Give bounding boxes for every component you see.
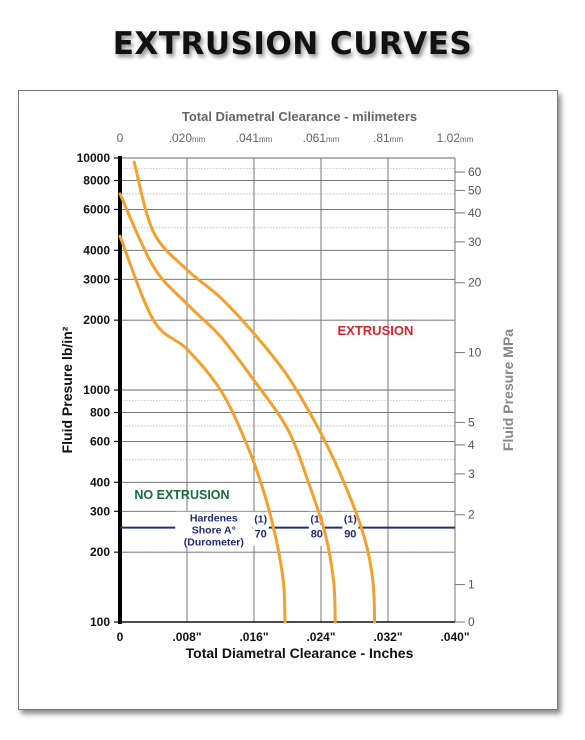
extrusion-curve-70 xyxy=(118,234,287,624)
y-left-tick-label: 1000 xyxy=(83,383,110,397)
durometer-label-bottom: 90 xyxy=(344,529,356,541)
x-bottom-tick-label: .008" xyxy=(172,630,201,644)
x-bottom-tick-label: .032" xyxy=(373,630,402,644)
y-right-tick-label: 60 xyxy=(468,165,482,179)
extrusion-curve-80 xyxy=(118,192,337,624)
y-right-tick-label: 20 xyxy=(468,276,482,290)
y-left-tick-label: 3000 xyxy=(83,272,110,286)
y-left-tick-label: 6000 xyxy=(83,202,110,216)
x-bottom-axis-title: Total Diametral Clearance - Inches xyxy=(186,645,414,661)
extrusion-curve-90 xyxy=(132,160,377,624)
x-bottom-tick-label: 0 xyxy=(117,630,124,644)
x-top-tick-label: 1.02mm xyxy=(437,131,474,145)
y-left-tick-label: 4000 xyxy=(83,243,110,257)
extrusion-region-label: EXTRUSION xyxy=(338,323,414,338)
hardness-label-line: Shore A° xyxy=(192,525,236,537)
x-top-axis-title: Total Diametral Clearance - milimeters xyxy=(182,109,417,124)
y-left-tick-label: 400 xyxy=(90,475,110,489)
hardness-label-line: Hardenes xyxy=(190,513,238,525)
y-right-axis-title: Fluid Presure MPa xyxy=(500,329,516,451)
y-left-tick-label: 100 xyxy=(90,615,110,629)
durometer-label-bg xyxy=(252,511,269,546)
y-right-tick-label: 2 xyxy=(468,508,475,522)
y-right-tick-label: 1 xyxy=(468,578,475,592)
chart-frame xyxy=(18,90,558,710)
y-left-axis-title: Fluid Presure lb/in² xyxy=(59,326,75,453)
durometer-label-top: (1) xyxy=(344,514,357,526)
hardness-label-line: (Durometer) xyxy=(184,537,244,549)
durometer-label-bottom: 80 xyxy=(311,529,323,541)
x-top-tick-label: .81mm xyxy=(373,131,403,145)
y-left-tick-label: 10000 xyxy=(77,151,111,165)
durometer-label-bg xyxy=(342,511,359,546)
durometer-label-top: (1) xyxy=(254,514,267,526)
y-left-tick-label: 300 xyxy=(90,504,110,518)
durometer-label-bottom: 70 xyxy=(255,529,267,541)
y-right-tick-label: 10 xyxy=(468,346,482,360)
x-bottom-tick-label: .024" xyxy=(306,630,335,644)
hardness-label-bg xyxy=(175,511,253,547)
x-top-tick-label: 0 xyxy=(117,131,124,145)
y-right-tick-label: 3 xyxy=(468,467,475,481)
y-left-tick-label: 200 xyxy=(90,545,110,559)
y-left-tick-label: 2000 xyxy=(83,313,110,327)
x-bottom-tick-label: .016" xyxy=(239,630,268,644)
y-left-tick-label: 8000 xyxy=(83,173,110,187)
y-right-tick-label: 4 xyxy=(468,438,475,452)
y-left-tick-label: 600 xyxy=(90,434,110,448)
x-top-tick-label: .061mm xyxy=(303,131,340,145)
x-bottom-tick-label: .040" xyxy=(440,630,469,644)
no-extrusion-region-label: NO EXTRUSION xyxy=(134,488,229,502)
x-top-tick-label: .020mm xyxy=(169,131,206,145)
y-right-tick-label: 50 xyxy=(468,183,482,197)
y-right-tick-label: 40 xyxy=(468,206,482,220)
page-title: EXTRUSION CURVES xyxy=(112,26,473,62)
y-right-tick-label: 5 xyxy=(468,415,475,429)
y-right-tick-label: 30 xyxy=(468,235,482,249)
y-right-tick-label: 0 xyxy=(468,615,475,629)
x-top-tick-label: .041mm xyxy=(236,131,273,145)
y-left-tick-label: 800 xyxy=(90,405,110,419)
